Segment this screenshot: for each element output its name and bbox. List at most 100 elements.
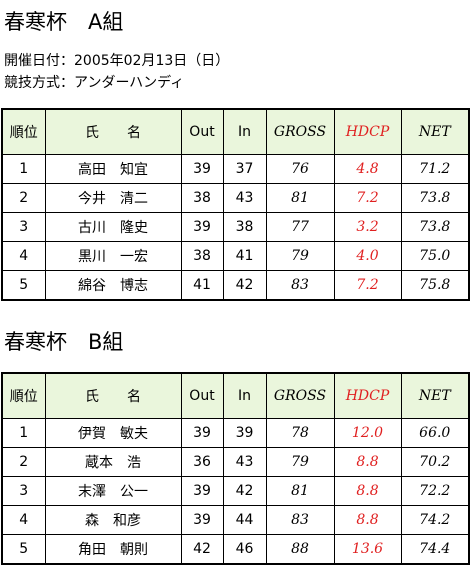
cell: 今井 清二 — [44, 183, 182, 213]
header-cell: 氏 名 — [44, 372, 182, 419]
cell: 7.2 — [333, 270, 402, 301]
cell: 74.4 — [400, 534, 470, 565]
cell: 75.0 — [400, 241, 470, 271]
cell: 7.2 — [333, 183, 402, 213]
cell: 70.2 — [400, 447, 470, 477]
cell: 79 — [265, 447, 335, 477]
cell: 8.8 — [333, 447, 402, 477]
header-row: 順位氏 名 Out In GROSS HDCP NET — [1, 108, 470, 155]
cell: 83 — [265, 505, 335, 535]
cell: 39 — [180, 212, 224, 242]
cell: 73.8 — [400, 212, 470, 242]
cell: 83 — [265, 270, 335, 301]
cell: 3.2 — [333, 212, 402, 242]
cell: 74.2 — [400, 505, 470, 535]
header-cell: GROSS — [265, 108, 335, 155]
cell: 72.2 — [400, 476, 470, 506]
cell: 43 — [222, 447, 267, 477]
cell: 46 — [222, 534, 267, 565]
cell: 4.8 — [333, 154, 402, 184]
cell: 38 — [180, 183, 224, 213]
cell: 42 — [222, 476, 267, 506]
info-line: 競技方式：アンダーハンディ — [4, 75, 185, 91]
header-cell: In — [222, 108, 267, 155]
cell: 77 — [265, 212, 335, 242]
results-table: 順位氏 名 Out In GROSS HDCP NET 1 高田 知宜 39 37 76 4.8 71.… — [1, 108, 470, 301]
cell: 12.0 — [333, 418, 402, 448]
header-cell: In — [222, 372, 267, 419]
cell: 1 — [1, 418, 46, 448]
section-title: 春寒杯 A組 — [4, 10, 124, 34]
cell: 39 — [180, 505, 224, 535]
cell: 39 — [222, 418, 267, 448]
cell: 79 — [265, 241, 335, 271]
cell: 75.8 — [400, 270, 470, 301]
cell: 綿谷 博志 — [44, 270, 182, 301]
cell: 森 和彦 — [44, 505, 182, 535]
data-row: 5 角田 朝則 42 46 88 13.6 74.4 — [1, 534, 470, 565]
cell: 伊賀 敏夫 — [44, 418, 182, 448]
header-cell: Out — [180, 108, 224, 155]
cell: 42 — [222, 270, 267, 301]
cell: 2 — [1, 183, 46, 213]
data-row: 5 綿谷 博志 41 42 83 7.2 75.8 — [1, 270, 470, 301]
cell: 66.0 — [400, 418, 470, 448]
data-row: 3 末澤 公一 39 42 81 8.8 72.2 — [1, 476, 470, 506]
info-line: 開催日付：2005年02月13日（日） — [4, 53, 230, 69]
header-cell: NET — [400, 372, 470, 419]
data-row: 2 蔵本 浩 36 43 79 8.8 70.2 — [1, 447, 470, 477]
cell: 8.8 — [333, 476, 402, 506]
header-row: 順位氏 名 Out In GROSS HDCP NET — [1, 372, 470, 419]
data-row: 2 今井 清二 38 43 81 7.2 73.8 — [1, 183, 470, 213]
cell: 44 — [222, 505, 267, 535]
cell: 4 — [1, 241, 46, 271]
header-cell: 氏 名 — [44, 108, 182, 155]
cell: 41 — [222, 241, 267, 271]
data-row: 1 高田 知宜 39 37 76 4.8 71.2 — [1, 154, 470, 184]
cell: 37 — [222, 154, 267, 184]
cell: 81 — [265, 476, 335, 506]
cell: 5 — [1, 534, 46, 565]
header-cell: 順位 — [1, 108, 46, 155]
cell: 43 — [222, 183, 267, 213]
cell: 42 — [180, 534, 224, 565]
header-cell: GROSS — [265, 372, 335, 419]
cell: 81 — [265, 183, 335, 213]
data-row: 4 黒川 一宏 38 41 79 4.0 75.0 — [1, 241, 470, 271]
cell: 蔵本 浩 — [44, 447, 182, 477]
section-title: 春寒杯 B組 — [4, 330, 124, 354]
cell: 3 — [1, 476, 46, 506]
cell: 高田 知宜 — [44, 154, 182, 184]
cell: 1 — [1, 154, 46, 184]
cell: 5 — [1, 270, 46, 301]
header-cell: NET — [400, 108, 470, 155]
cell: 88 — [265, 534, 335, 565]
cell: 4 — [1, 505, 46, 535]
cell: 38 — [222, 212, 267, 242]
cell: 39 — [180, 418, 224, 448]
header-cell: HDCP — [333, 372, 402, 419]
header-cell: HDCP — [333, 108, 402, 155]
cell: 78 — [265, 418, 335, 448]
cell: 39 — [180, 476, 224, 506]
results-table: 順位氏 名 Out In GROSS HDCP NET 1 伊賀 敏夫 39 39 78 12.0 66… — [1, 372, 470, 565]
cell: 41 — [180, 270, 224, 301]
cell: 8.8 — [333, 505, 402, 535]
cell: 黒川 一宏 — [44, 241, 182, 271]
header-cell: Out — [180, 372, 224, 419]
cell: 末澤 公一 — [44, 476, 182, 506]
cell: 角田 朝則 — [44, 534, 182, 565]
cell: 3 — [1, 212, 46, 242]
cell: 36 — [180, 447, 224, 477]
cell: 4.0 — [333, 241, 402, 271]
cell: 76 — [265, 154, 335, 184]
cell: 73.8 — [400, 183, 470, 213]
cell: 2 — [1, 447, 46, 477]
cell: 古川 隆史 — [44, 212, 182, 242]
cell: 13.6 — [333, 534, 402, 565]
cell: 38 — [180, 241, 224, 271]
header-cell: 順位 — [1, 372, 46, 419]
data-row: 1 伊賀 敏夫 39 39 78 12.0 66.0 — [1, 418, 470, 448]
